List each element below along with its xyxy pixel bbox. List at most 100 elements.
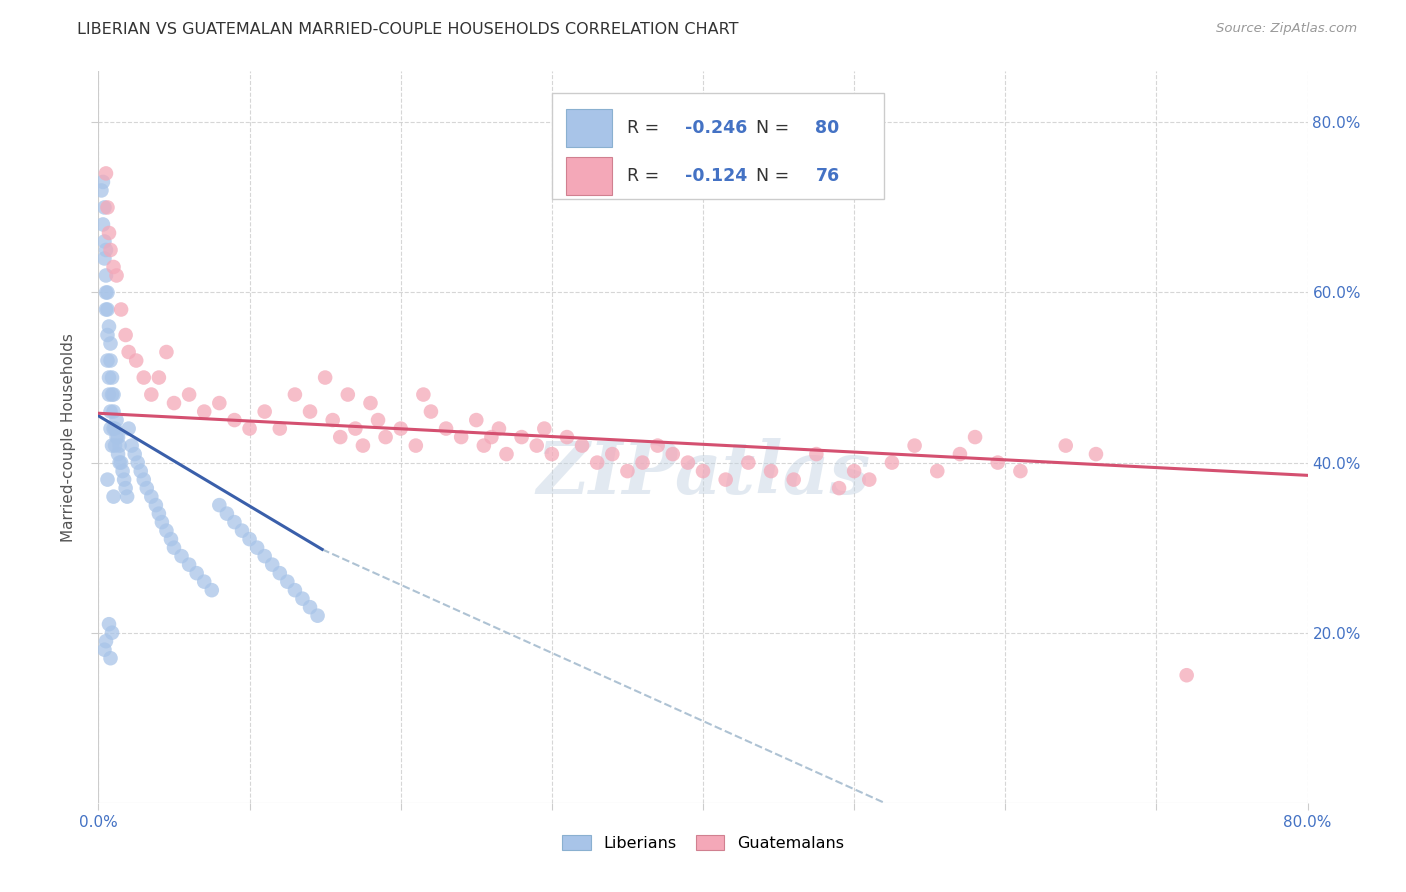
Point (91, 218, 114, 232)
Point (533, 421, 555, 435)
Point (150, 515, 173, 529)
Point (186, 566, 208, 581)
Point (631, 456, 654, 470)
Point (105, 268, 128, 283)
Point (540, 447, 562, 461)
Point (412, 387, 434, 401)
Point (806, 447, 828, 461)
Point (374, 430, 396, 444)
Text: Source: ZipAtlas.com: Source: ZipAtlas.com (1216, 22, 1357, 36)
Point (239, 421, 262, 435)
Point (284, 583, 307, 598)
Y-axis label: Married-couple Households: Married-couple Households (60, 333, 76, 541)
Point (1054, 439, 1077, 453)
Point (434, 421, 457, 435)
Point (299, 600, 322, 615)
Point (389, 421, 412, 435)
Point (170, 549, 193, 563)
Point (1175, 668, 1198, 682)
Point (103, 421, 125, 435)
Text: R =: R = (627, 120, 665, 137)
Legend: Liberians, Guatemalans: Liberians, Guatemalans (555, 828, 851, 857)
Point (215, 507, 238, 521)
Point (141, 387, 163, 401)
Point (132, 370, 155, 384)
Point (96, 353, 118, 368)
Point (262, 558, 284, 572)
Point (98, 387, 121, 401)
Point (94, 166, 117, 180)
Point (90, 183, 112, 197)
Point (105, 430, 128, 444)
Text: R =: R = (627, 167, 665, 185)
Point (101, 439, 124, 453)
Point (105, 413, 128, 427)
Point (160, 532, 183, 546)
Point (101, 625, 124, 640)
Point (127, 456, 149, 470)
Point (108, 456, 131, 470)
Point (510, 430, 533, 444)
Point (98, 226, 121, 240)
Point (322, 413, 344, 427)
Point (291, 591, 314, 606)
Point (193, 574, 215, 589)
Point (96, 201, 118, 215)
Point (276, 574, 298, 589)
Point (344, 421, 367, 435)
Point (111, 464, 134, 478)
Point (420, 404, 443, 418)
Point (94, 302, 117, 317)
Point (828, 481, 851, 495)
Point (100, 336, 122, 351)
Point (1010, 464, 1032, 478)
Point (481, 430, 503, 444)
Point (115, 490, 138, 504)
Text: 80: 80 (815, 120, 839, 137)
Text: N =: N = (745, 120, 794, 137)
Point (661, 447, 683, 461)
Point (118, 421, 141, 435)
Point (110, 302, 132, 317)
FancyBboxPatch shape (567, 157, 613, 195)
Point (103, 404, 125, 418)
Point (269, 566, 291, 581)
Point (121, 439, 143, 453)
Point (101, 370, 124, 384)
Point (100, 421, 122, 435)
Point (179, 558, 201, 572)
Point (148, 507, 170, 521)
Point (104, 439, 127, 453)
Point (1085, 447, 1108, 461)
Point (586, 456, 609, 470)
Point (299, 404, 322, 418)
Point (103, 260, 125, 274)
Point (93, 201, 115, 215)
Point (307, 608, 329, 623)
Point (927, 464, 949, 478)
Point (555, 430, 578, 444)
Point (155, 524, 177, 538)
Point (94, 285, 117, 300)
Point (231, 524, 253, 538)
Point (96, 328, 118, 343)
Point (141, 490, 163, 504)
Point (714, 473, 737, 487)
Point (135, 481, 157, 495)
Point (94, 268, 117, 283)
Point (118, 345, 141, 359)
Point (450, 430, 472, 444)
Point (224, 515, 246, 529)
Point (103, 387, 125, 401)
Point (284, 387, 307, 401)
Point (98, 370, 121, 384)
Point (148, 370, 170, 384)
Point (107, 447, 129, 461)
Point (108, 439, 131, 453)
Point (488, 421, 510, 435)
Point (114, 481, 136, 495)
Point (201, 583, 224, 598)
Point (145, 498, 167, 512)
Point (253, 404, 276, 418)
Point (124, 447, 146, 461)
